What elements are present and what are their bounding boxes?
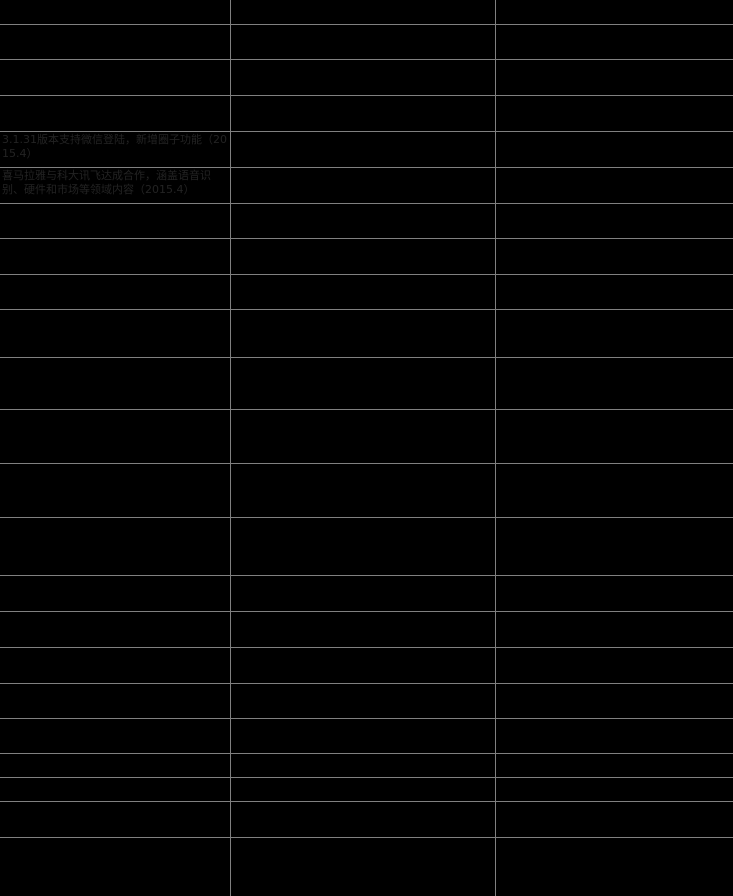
- table-cell: [229, 58, 496, 96]
- table-cell: [494, 308, 733, 358]
- table-row: [0, 610, 733, 648]
- table-cell: [229, 273, 496, 310]
- table-row: [0, 0, 733, 25]
- table-cell: [229, 516, 496, 576]
- table-row: 喜马拉雅与科大讯飞达成合作，涵盖语音识别、硬件和市场等领域内容（2015.4）: [0, 166, 733, 204]
- table-row: [0, 58, 733, 96]
- table-cell: [494, 516, 733, 576]
- table-cell: [0, 356, 231, 410]
- table-row: 3.1.31版本支持微信登陆，新增圈子功能（2015.4）: [0, 130, 733, 168]
- table-cell: [494, 646, 733, 684]
- table-cell: [229, 237, 496, 275]
- table-row: [0, 237, 733, 275]
- table-row: [0, 717, 733, 754]
- table-row: [0, 23, 733, 60]
- table-row: [0, 273, 733, 310]
- table-row: [0, 356, 733, 410]
- table-cell: [229, 646, 496, 684]
- table-row: [0, 752, 733, 778]
- table-cell: [0, 273, 231, 310]
- table-cell: [229, 308, 496, 358]
- table-row: [0, 836, 733, 896]
- table-cell: [494, 574, 733, 612]
- table-cell: [494, 166, 733, 204]
- table-cell: [229, 0, 496, 25]
- table-row: [0, 800, 733, 838]
- table-cell: [0, 202, 231, 239]
- table-cell: [229, 23, 496, 60]
- table-row: [0, 776, 733, 802]
- table-row: [0, 408, 733, 464]
- table-cell: [0, 23, 231, 60]
- table-row: [0, 574, 733, 612]
- table-row: [0, 516, 733, 576]
- table-cell: [229, 574, 496, 612]
- table-cell: [0, 0, 231, 25]
- table-cell: [229, 717, 496, 754]
- table-cell: [0, 408, 231, 464]
- table-cell: [494, 682, 733, 719]
- table-cell: [229, 94, 496, 132]
- table-cell: [494, 273, 733, 310]
- table-cell: [229, 800, 496, 838]
- table-cell: [0, 646, 231, 684]
- table-cell: [0, 800, 231, 838]
- table-cell: [494, 408, 733, 464]
- table-cell: [0, 610, 231, 648]
- table-cell: [494, 752, 733, 778]
- table-cell: [494, 202, 733, 239]
- table-row: [0, 682, 733, 719]
- table-cell: [494, 800, 733, 838]
- table-cell: [0, 682, 231, 719]
- table-cell: [494, 717, 733, 754]
- table-cell: [0, 516, 231, 576]
- table-row: [0, 202, 733, 239]
- table-cell: [0, 58, 231, 96]
- table-cell: [494, 776, 733, 802]
- table-cell: [229, 462, 496, 518]
- table-cell: [229, 776, 496, 802]
- table-cell: [229, 130, 496, 168]
- table-cell: [229, 202, 496, 239]
- table-cell: [0, 574, 231, 612]
- table-cell: [0, 308, 231, 358]
- table-cell: [494, 0, 733, 25]
- table-row: [0, 308, 733, 358]
- table-cell: [0, 752, 231, 778]
- table-cell: [494, 836, 733, 896]
- table-cell: [229, 752, 496, 778]
- table-cell: [229, 610, 496, 648]
- table-cell: [229, 356, 496, 410]
- table-cell: [0, 237, 231, 275]
- table-cell: [494, 237, 733, 275]
- table-cell: [494, 94, 733, 132]
- table-cell: [494, 23, 733, 60]
- table-cell: [0, 836, 231, 896]
- table-cell: [0, 462, 231, 518]
- table-cell: [229, 166, 496, 204]
- table-cell: 喜马拉雅与科大讯飞达成合作，涵盖语音识别、硬件和市场等领域内容（2015.4）: [0, 166, 231, 204]
- table-cell: [229, 682, 496, 719]
- table-cell: 3.1.31版本支持微信登陆，新增圈子功能（2015.4）: [0, 130, 231, 168]
- table-cell: [494, 356, 733, 410]
- table-row: [0, 94, 733, 132]
- table-row: [0, 462, 733, 518]
- table-cell: [494, 58, 733, 96]
- table-row: [0, 646, 733, 684]
- table-cell: [229, 836, 496, 896]
- table-cell: [494, 462, 733, 518]
- table-cell: [0, 717, 231, 754]
- table-cell: [229, 408, 496, 464]
- table-cell: [494, 130, 733, 168]
- table-cell: [494, 610, 733, 648]
- table-cell: [0, 776, 231, 802]
- table-cell: [0, 94, 231, 132]
